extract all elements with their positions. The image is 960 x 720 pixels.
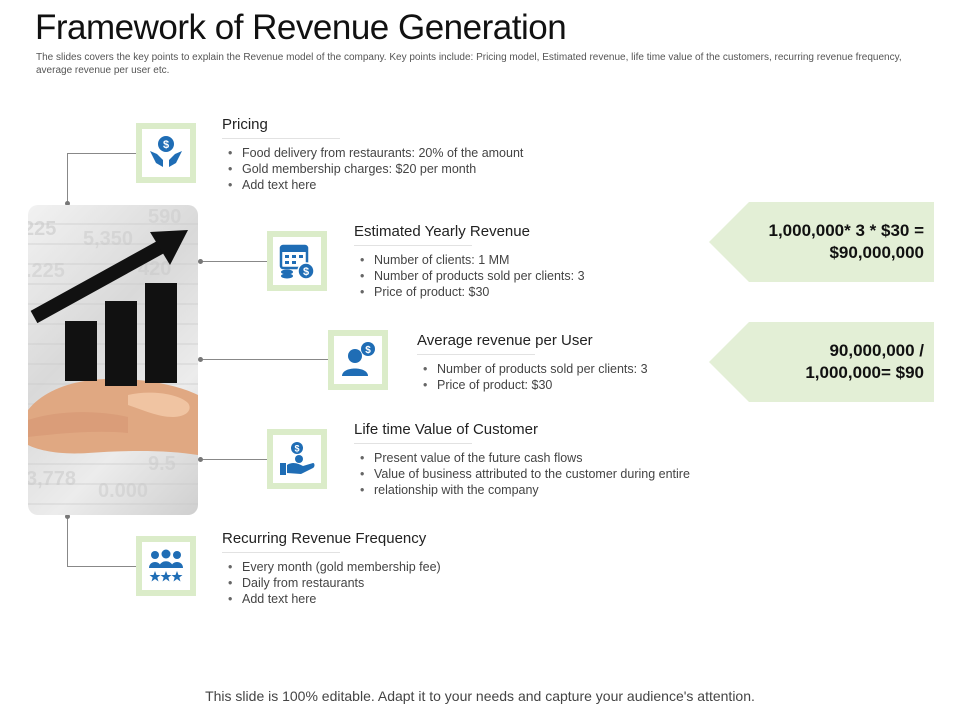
connector-estimated	[200, 261, 268, 262]
callout-line: 90,000,000 /	[829, 341, 924, 360]
average-revenue-icon-box: $	[328, 330, 388, 390]
pricing-section: Pricing Food delivery from restaurants: …	[222, 116, 523, 193]
recurring-revenue-section: Recurring Revenue Frequency Every month …	[222, 530, 441, 607]
recurring-revenue-icon-box	[136, 536, 196, 596]
connector-lifetime	[200, 459, 268, 460]
connector-top-horizontal	[67, 153, 137, 154]
svg-text:0.000: 0.000	[98, 480, 148, 502]
connector-dot	[65, 514, 70, 519]
connector-dot	[65, 201, 70, 206]
calendar-coins-icon: $	[279, 244, 315, 280]
lifetime-value-title: Life time Value of Customer	[354, 421, 538, 444]
growth-chart-hand-image: 225 5,350 590 .225 420 3,778 0.000 9.5	[28, 205, 198, 515]
list-item: Gold membership charges: $20 per month	[222, 161, 523, 177]
pricing-title: Pricing	[222, 116, 340, 139]
connector-dot	[198, 357, 203, 362]
average-revenue-section: Average revenue per User Number of produ…	[417, 332, 648, 393]
svg-text:$: $	[163, 139, 169, 151]
list-item: Number of products sold per clients: 3	[417, 361, 648, 377]
svg-text:3,778: 3,778	[28, 468, 76, 490]
estimated-revenue-section: Estimated Yearly Revenue Number of clien…	[354, 223, 585, 300]
pricing-bullets: Food delivery from restaurants: 20% of t…	[222, 145, 523, 193]
list-item: Present value of the future cash flows	[354, 450, 690, 466]
callout-line: $90,000,000	[829, 243, 924, 262]
svg-text:420: 420	[138, 258, 171, 280]
callout-text: 1,000,000* 3 * $30 = $90,000,000	[769, 202, 925, 282]
list-item: Price of product: $30	[354, 284, 585, 300]
list-item: relationship with the company	[354, 482, 690, 498]
average-revenue-title: Average revenue per User	[417, 332, 593, 355]
recurring-revenue-bullets: Every month (gold membership fee) Daily …	[222, 559, 441, 607]
hand-coin-icon: $	[280, 442, 315, 475]
callout-background	[709, 202, 934, 282]
connector-average	[200, 359, 330, 360]
connector-bottom-horizontal	[67, 566, 137, 567]
list-item: Number of clients: 1 MM	[354, 252, 585, 268]
pricing-icon-box: $	[136, 123, 196, 183]
svg-text:$: $	[303, 266, 309, 278]
callout-background	[709, 322, 934, 402]
list-item: Price of product: $30	[417, 377, 648, 393]
average-revenue-bullets: Number of products sold per clients: 3 P…	[417, 361, 648, 393]
callout-line: 1,000,000= $90	[805, 363, 924, 382]
group-stars-icon	[149, 549, 183, 582]
estimated-revenue-icon-box: $	[267, 231, 327, 291]
connector-dot	[198, 259, 203, 264]
svg-text:$: $	[294, 444, 299, 454]
lifetime-value-section: Life time Value of Customer Present valu…	[354, 421, 690, 498]
list-item: Add text here	[222, 591, 441, 607]
estimated-revenue-bullets: Number of clients: 1 MM Number of produc…	[354, 252, 585, 300]
average-revenue-callout: 90,000,000 / 1,000,000= $90	[709, 322, 934, 402]
connector-bottom-vertical	[67, 515, 68, 567]
page-subtitle: The slides covers the key points to expl…	[36, 52, 902, 76]
page-title: Framework of Revenue Generation	[35, 8, 567, 47]
lifetime-value-icon-box: $	[267, 429, 327, 489]
svg-text:5,350: 5,350	[83, 228, 133, 250]
svg-text:9.5: 9.5	[148, 453, 176, 475]
lifetime-value-bullets: Present value of the future cash flows V…	[354, 450, 690, 498]
list-item: Value of business attributed to the cust…	[354, 466, 690, 482]
estimated-revenue-title: Estimated Yearly Revenue	[354, 223, 530, 246]
recurring-revenue-title: Recurring Revenue Frequency	[222, 530, 426, 553]
svg-text:225: 225	[28, 218, 56, 240]
estimated-revenue-callout: 1,000,000* 3 * $30 = $90,000,000	[709, 202, 934, 282]
hands-dollar-icon: $	[150, 136, 182, 167]
connector-dot	[198, 457, 203, 462]
list-item: Food delivery from restaurants: 20% of t…	[222, 145, 523, 161]
footer-note: This slide is 100% editable. Adapt it to…	[205, 688, 755, 704]
list-item: Every month (gold membership fee)	[222, 559, 441, 575]
svg-text:.225: .225	[28, 260, 65, 282]
svg-text:590: 590	[148, 206, 181, 228]
list-item: Number of products sold per clients: 3	[354, 268, 585, 284]
list-item: Add text here	[222, 177, 523, 193]
list-item: Daily from restaurants	[222, 575, 441, 591]
svg-text:$: $	[365, 345, 371, 356]
user-dollar-icon: $	[342, 342, 375, 376]
connector-top-vertical	[67, 153, 68, 205]
callout-line: 1,000,000* 3 * $30 =	[768, 221, 925, 240]
callout-text: 90,000,000 / 1,000,000= $90	[805, 322, 924, 402]
